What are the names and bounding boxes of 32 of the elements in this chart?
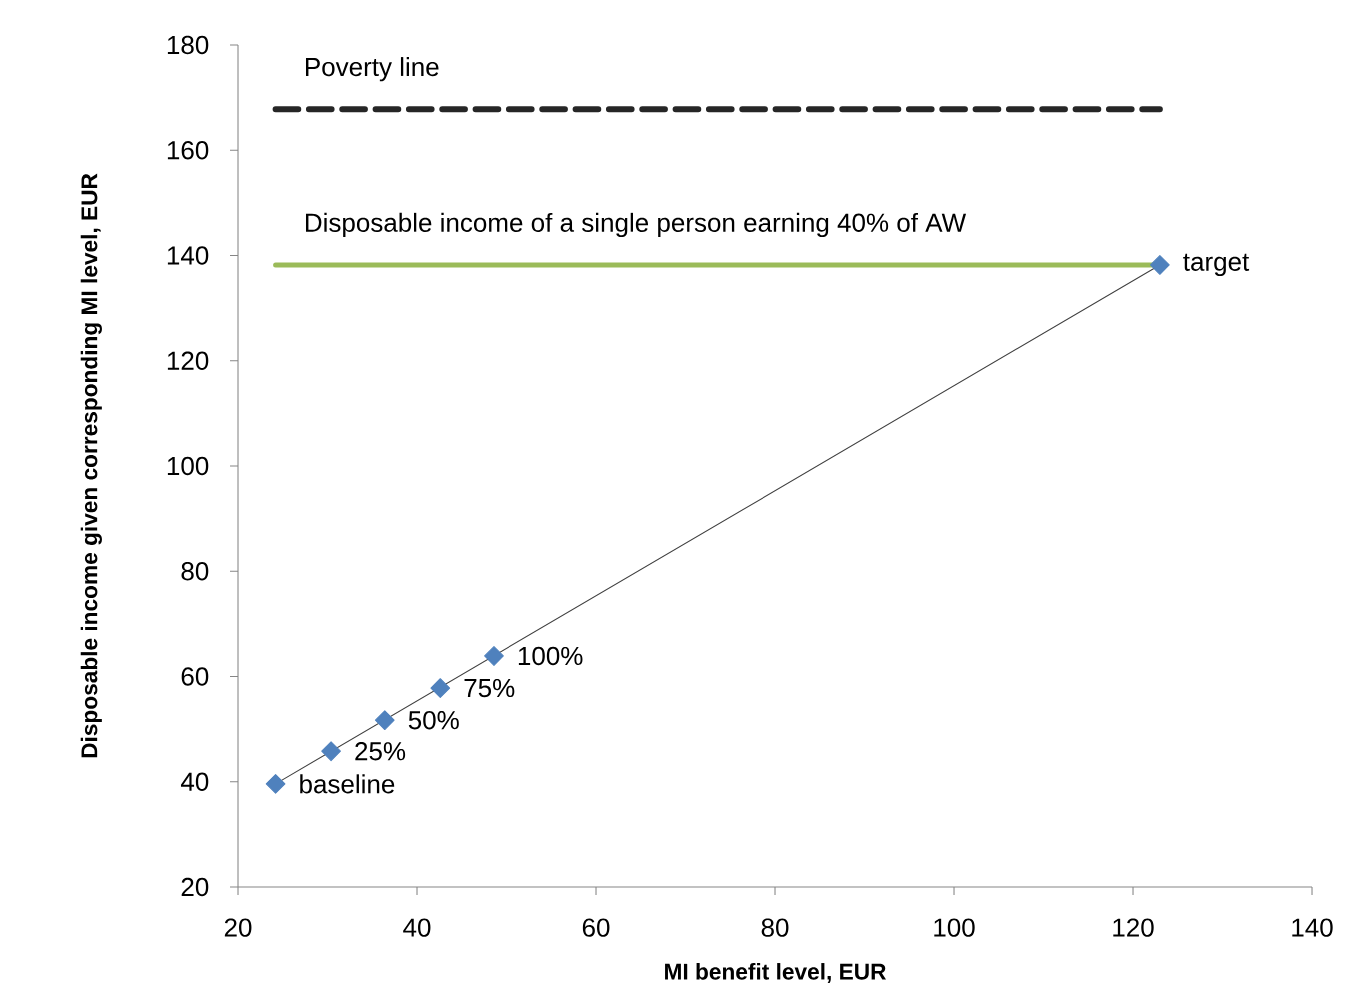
- annotation: 25%: [355, 742, 406, 761]
- annotation: 75%: [464, 678, 515, 698]
- y-axis-title: Disposable income given corresponding MI level, EUR: [80, 173, 102, 758]
- y-tick-label: 40: [180, 772, 209, 791]
- x-tick-label: 20: [224, 918, 252, 937]
- x-tick-label: 60: [582, 918, 610, 937]
- x-tick-label: 40: [403, 918, 431, 937]
- point: [321, 741, 341, 762]
- y-tick-label: 180: [167, 35, 209, 55]
- series-label: Poverty line: [305, 57, 439, 82]
- point: [1150, 255, 1170, 275]
- point: [265, 773, 286, 794]
- x-tick-label: 80: [761, 918, 789, 937]
- annotation: 50%: [408, 710, 459, 730]
- x-axis-title: MI benefit level, EUR: [665, 963, 887, 983]
- y-tick-label: 160: [167, 141, 209, 160]
- y-tick-label: 20: [181, 877, 209, 897]
- x-tick-label: 100: [934, 918, 975, 937]
- y-tick-label: 60: [181, 667, 209, 686]
- y-tick-label: 80: [181, 562, 209, 581]
- annotation: 100%: [518, 646, 583, 666]
- y-tick-label: 140: [167, 246, 209, 265]
- series-label: Disposable income of a single person earning 40% of AW: [305, 212, 967, 238]
- y-tick-label: 120: [167, 351, 209, 370]
- point: [374, 710, 395, 731]
- annotation: baseline: [300, 774, 395, 794]
- point: [484, 646, 504, 666]
- x-tick-label: 120: [1113, 918, 1154, 937]
- y-tick-label: 100: [167, 456, 209, 476]
- annotation: target: [1183, 253, 1250, 277]
- x-tick-label: 140: [1292, 918, 1333, 937]
- point: [430, 678, 451, 698]
